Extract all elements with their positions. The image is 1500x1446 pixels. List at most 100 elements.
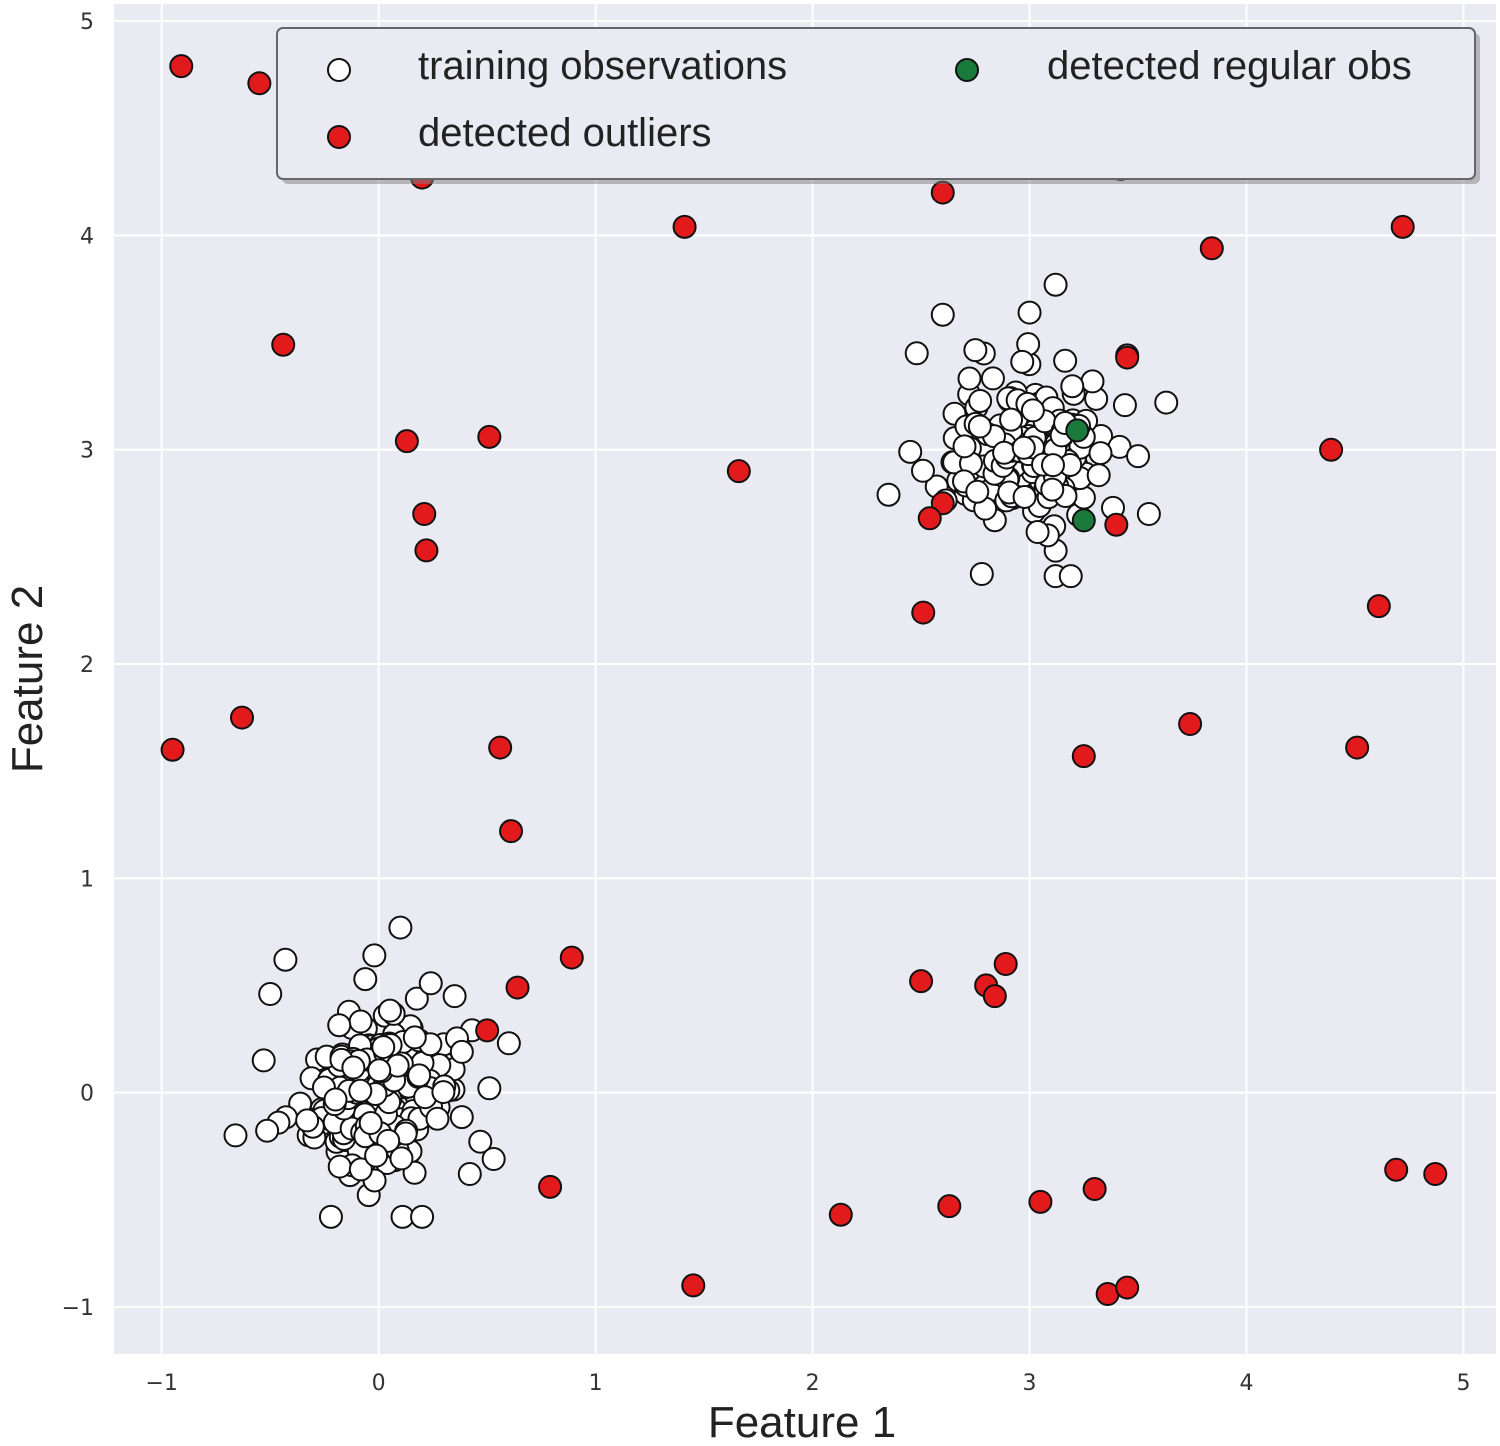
training-point: [377, 998, 402, 1023]
training-point: [968, 388, 993, 413]
outlier-point: [1345, 735, 1370, 760]
training-point: [1017, 300, 1042, 325]
training-point: [348, 1078, 373, 1103]
outlier-point: [160, 737, 185, 762]
legend-label-outliers: detected outliers: [418, 111, 712, 155]
outlier-point: [1028, 1189, 1053, 1214]
training-point: [353, 967, 378, 992]
outlier-point: [1178, 712, 1203, 736]
training-point: [992, 440, 1017, 465]
tick-labels: −1 0 1 2 3 4 5 −1 0 1 2 3 4 5: [62, 10, 1471, 1396]
training-point: [327, 1013, 352, 1038]
y-tick-label: 3: [80, 439, 94, 464]
legend-frame: [276, 27, 1476, 180]
training-point: [1012, 484, 1037, 509]
outlier-point: [1071, 744, 1096, 769]
training-point: [1112, 393, 1137, 418]
x-tick-label: 1: [589, 1371, 603, 1396]
training-point: [255, 1118, 280, 1143]
x-tick-label: 2: [806, 1371, 820, 1396]
legend-label-training: training observations: [418, 44, 787, 88]
training-point: [442, 984, 467, 1009]
y-tick-label: 5: [80, 10, 94, 35]
x-tick-label: 4: [1240, 1371, 1254, 1396]
x-tick-label: 5: [1456, 1371, 1470, 1396]
training-point: [371, 1035, 396, 1060]
outlier-point: [499, 819, 524, 844]
y-tick-label: 1: [80, 867, 94, 892]
gridlines: [114, 4, 1496, 1354]
outlier-point: [911, 600, 936, 625]
outlier-point: [394, 429, 419, 454]
legend-marker-regular: [955, 58, 979, 82]
training-point: [457, 1162, 482, 1186]
outlier-point: [1390, 214, 1415, 239]
training-point: [402, 1025, 427, 1050]
training-point: [348, 1157, 373, 1182]
training-point: [410, 1204, 435, 1229]
training-point: [341, 1055, 366, 1080]
training-point: [910, 458, 935, 483]
training-point: [1053, 348, 1078, 373]
training-point: [258, 982, 283, 1006]
outlier-point: [1384, 1157, 1409, 1182]
legend-marker-outliers: [327, 125, 351, 149]
outlier-point: [937, 1194, 962, 1219]
training-point: [449, 1039, 474, 1064]
outlier-point: [559, 945, 584, 970]
legend-label-regular: detected regular obs: [1047, 44, 1412, 88]
outlier-point: [230, 705, 255, 730]
outlier-point: [982, 984, 1007, 1009]
outlier-point: [247, 71, 272, 96]
outlier-point: [993, 952, 1018, 976]
training-point: [389, 1146, 414, 1171]
y-tick-label: 4: [80, 224, 94, 249]
training-point: [364, 1143, 389, 1168]
data-points: [160, 54, 1448, 1306]
training-point: [223, 1123, 248, 1148]
outlier-point: [477, 424, 502, 449]
x-tick-label: 0: [372, 1371, 386, 1396]
outlier-point: [538, 1174, 563, 1199]
y-tick-label: 0: [80, 1082, 94, 1107]
training-point: [273, 947, 298, 972]
training-point: [1011, 435, 1036, 460]
training-point: [969, 562, 994, 586]
training-point: [898, 439, 923, 464]
training-point: [251, 1048, 276, 1073]
training-point: [1040, 477, 1065, 502]
training-point: [1058, 564, 1083, 589]
training-point: [407, 1063, 432, 1088]
training-point: [1020, 398, 1045, 423]
training-point: [327, 1154, 352, 1179]
outlier-point: [672, 214, 697, 239]
outlier-point: [917, 506, 942, 531]
outlier-point: [1319, 437, 1344, 462]
y-tick-label: −1: [62, 1296, 94, 1321]
x-tick-label: −1: [146, 1371, 178, 1396]
training-point: [1088, 441, 1113, 466]
training-point: [468, 1129, 493, 1154]
outlier-point: [1366, 594, 1391, 619]
training-point: [477, 1076, 502, 1101]
outlier-point: [726, 459, 751, 484]
outlier-point: [475, 1018, 500, 1043]
training-point: [1040, 453, 1065, 478]
outlier-point: [1115, 1275, 1140, 1300]
outlier-point: [909, 969, 934, 994]
training-point: [1043, 272, 1068, 297]
outlier-point: [930, 491, 955, 516]
outlier-point: [488, 735, 513, 760]
training-point: [1136, 502, 1161, 526]
training-point: [1126, 444, 1151, 469]
training-point: [904, 341, 929, 366]
training-point: [963, 338, 988, 363]
outlier-point: [1104, 512, 1129, 537]
regular-point: [1071, 508, 1096, 533]
training-point: [1154, 390, 1179, 415]
training-point: [980, 366, 1005, 391]
training-point: [431, 1080, 456, 1105]
training-point: [1086, 463, 1111, 488]
training-point: [367, 1058, 392, 1083]
